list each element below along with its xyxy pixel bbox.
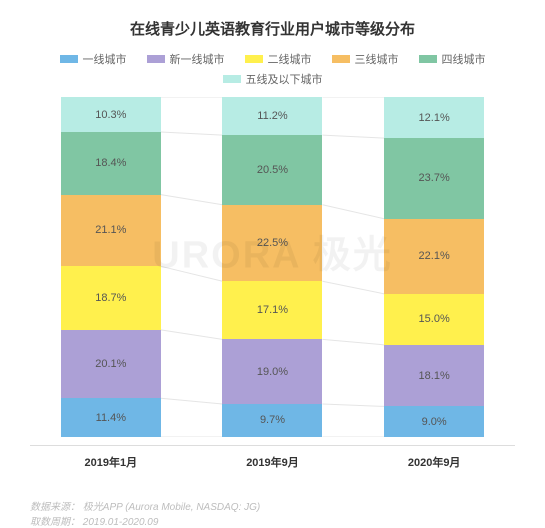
bar-segment: 21.1% [61,195,161,267]
bar-segment: 22.5% [222,205,322,282]
legend-label: 三线城市 [355,51,399,67]
legend-item: 一线城市 [60,51,127,67]
bar-segment: 20.5% [222,135,322,205]
bar-column: 11.2%20.5%22.5%17.1%19.0%9.7% [222,97,322,437]
legend-item: 五线及以下城市 [223,71,323,87]
legend-swatch [245,55,263,63]
footer-source-label: 数据来源： [30,502,80,513]
legend-item: 四线城市 [419,51,486,67]
legend-item: 新一线城市 [147,51,225,67]
x-axis-label: 2020年9月 [384,454,484,470]
bar-segment: 20.1% [61,330,161,398]
legend-label: 新一线城市 [170,51,225,67]
bar-segment: 11.4% [61,398,161,437]
bar-segment: 18.4% [61,132,161,195]
legend-swatch [332,55,350,63]
legend-label: 一线城市 [83,51,127,67]
bar-segment: 19.0% [222,339,322,404]
bar-column: 12.1%23.7%22.1%15.0%18.1%9.0% [384,97,484,437]
footer: 数据来源： 极光APP (Aurora Mobile, NASDAQ: JG) … [0,498,545,528]
legend-label: 五线及以下城市 [246,71,323,87]
footer-period-label: 取数周期： [30,517,80,528]
bar-segment: 15.0% [384,294,484,345]
footer-source-value: 极光APP (Aurora Mobile, NASDAQ: JG) [83,502,260,513]
bar-segment: 12.1% [384,97,484,138]
chart-container: 在线青少儿英语教育行业用户城市等级分布 一线城市 新一线城市 二线城市 三线城市 四线城… [0,0,545,480]
bar-segment: 17.1% [222,281,322,339]
bar-segment: 9.0% [384,406,484,437]
legend: 一线城市 新一线城市 二线城市 三线城市 四线城市五线及以下城市 [30,49,515,89]
bar-segment: 22.1% [384,219,484,294]
legend-item: 三线城市 [332,51,399,67]
legend-item: 二线城市 [245,51,312,67]
legend-swatch [147,55,165,63]
footer-period-value: 2019.01-2020.09 [83,517,159,528]
legend-label: 四线城市 [442,51,486,67]
chart-title: 在线青少儿英语教育行业用户城市等级分布 [30,18,515,39]
footer-source: 数据来源： 极光APP (Aurora Mobile, NASDAQ: JG) [30,498,545,513]
x-axis-label: 2019年1月 [61,454,161,470]
bar-segment: 10.3% [61,97,161,132]
legend-swatch [223,75,241,83]
legend-swatch [60,55,78,63]
bar-segment: 18.7% [61,266,161,330]
bar-segment: 18.1% [384,345,484,407]
legend-label: 二线城市 [268,51,312,67]
plot-area: 10.3%18.4%21.1%18.7%20.1%11.4% 11.2%20.5%… [30,97,515,437]
legend-swatch [419,55,437,63]
bar-segment: 23.7% [384,138,484,219]
bar-column: 10.3%18.4%21.1%18.7%20.1%11.4% [61,97,161,437]
bar-segment: 11.2% [222,97,322,135]
x-axis-label: 2019年9月 [222,454,322,470]
x-axis: 2019年1月 2019年9月 2020年9月 [30,445,515,470]
footer-period: 取数周期： 2019.01-2020.09 [30,513,545,528]
bar-segment: 9.7% [222,404,322,437]
